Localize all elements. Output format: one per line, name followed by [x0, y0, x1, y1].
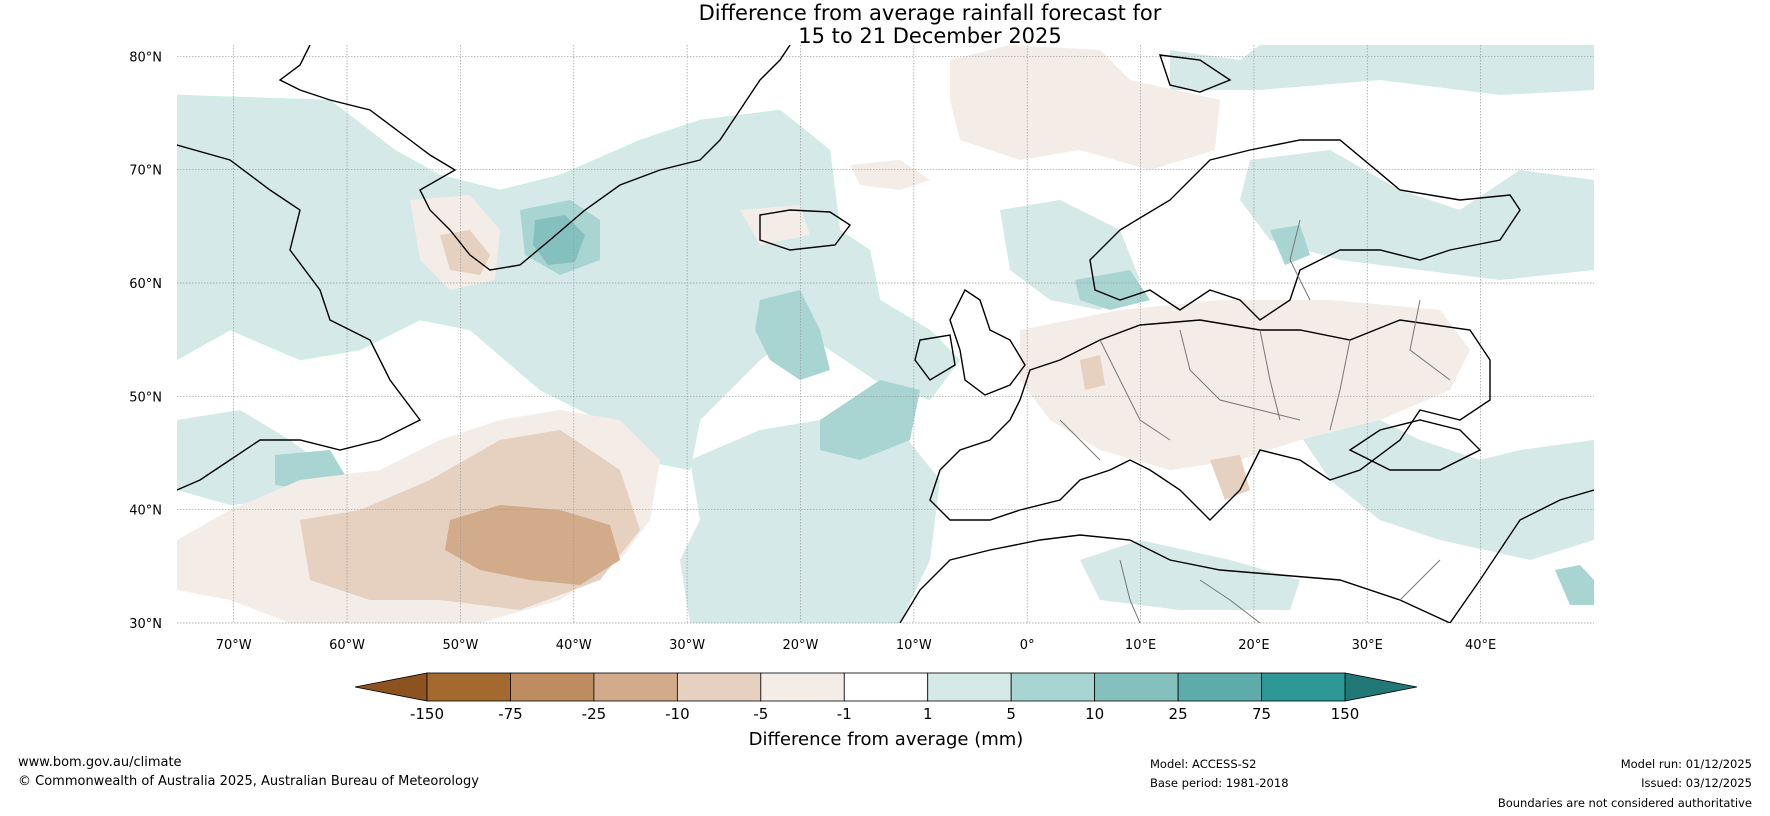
africa-coast [899, 534, 1451, 623]
colorbar-tick-label: 10 [1085, 705, 1104, 723]
colorbar-swatch [760, 672, 845, 702]
copyright-text: © Commonwealth of Australia 2025, Austra… [18, 774, 479, 789]
colorbar: -150 -75 -25 -10 -5 -1 1 5 10 25 75 150 [354, 672, 1418, 723]
colorbar-swatch [843, 672, 929, 702]
colorbar-low-extend [354, 672, 428, 702]
coastlines [177, 45, 1594, 623]
longitude-label: 20°W [783, 638, 819, 653]
longitude-label: 40°E [1465, 638, 1496, 653]
longitude-label: 0° [1020, 638, 1035, 653]
anomaly-region [740, 205, 810, 245]
anomaly-region [850, 160, 930, 190]
colorbar-tick-label: -75 [498, 705, 523, 723]
anomaly-region [755, 290, 830, 380]
anomaly-region [950, 45, 1220, 170]
border-line [1409, 299, 1451, 381]
colorbar-swatch [1177, 672, 1262, 702]
border-line [1199, 579, 1261, 623]
border-line [1119, 559, 1141, 623]
britain-coast [949, 288, 1026, 396]
colorbar-tick-label: 25 [1169, 705, 1188, 723]
country-borders [1059, 219, 1451, 623]
border-line [1289, 219, 1311, 301]
colorbar-tick-label: -5 [753, 705, 768, 723]
iceland-coast [759, 209, 852, 251]
latitude-label: 30°N [129, 617, 162, 632]
border-line [1179, 329, 1301, 421]
colorbar-swatch [426, 672, 511, 702]
anomaly-region [1240, 150, 1594, 280]
latitude-label: 40°N [129, 504, 162, 519]
ireland-coast [914, 334, 956, 381]
greenland-coast [278, 45, 791, 271]
svalbard-coast [1158, 54, 1232, 93]
model-name: Model: ACCESS-S2 [1150, 757, 1257, 771]
colorbar-swatch [676, 672, 762, 702]
colorbar-tick-label: 150 [1331, 705, 1360, 723]
colorbar-tick-label: 75 [1252, 705, 1271, 723]
border-line [1099, 339, 1171, 441]
border-line [1059, 419, 1101, 461]
longitude-label: 30°W [669, 638, 705, 653]
latitude-labels: 80°N 70°N 60°N 50°N 40°N 30°N [129, 50, 162, 632]
anomaly-region [1170, 45, 1594, 95]
colorbar-swatch [927, 672, 1012, 702]
anomaly-region [1020, 300, 1470, 470]
colorbar-tick-label: 5 [1006, 705, 1016, 723]
anomaly-region [1080, 355, 1105, 390]
longitude-label: 70°W [216, 638, 252, 653]
latitude-label: 60°N [129, 277, 162, 292]
latitude-label: 70°N [129, 164, 162, 179]
colorbar-high-extend [1344, 672, 1418, 702]
latitude-label: 80°N [129, 50, 162, 65]
middle-east-coast [1449, 489, 1594, 623]
colorbar-swatch [1094, 672, 1179, 702]
anomaly-region [680, 420, 940, 623]
colorbar-swatch [1261, 672, 1346, 702]
base-period: Base period: 1981-2018 [1150, 776, 1289, 790]
black-sea-coast [1348, 419, 1482, 471]
anomaly-region [1080, 540, 1300, 610]
longitude-label: 20°E [1238, 638, 1269, 653]
border-line [1329, 339, 1351, 431]
graticule [177, 45, 1594, 624]
europe-coast [929, 319, 1491, 521]
anomaly-region [1555, 565, 1594, 605]
scandinavia-coast [1089, 139, 1521, 321]
colorbar-swatch [510, 672, 595, 702]
border-line [1399, 559, 1441, 601]
labrador-coast [177, 144, 422, 491]
longitude-label: 30°E [1352, 638, 1383, 653]
anomaly-region [1270, 225, 1310, 265]
map-panel [177, 45, 1594, 624]
longitude-label: 10°W [896, 638, 932, 653]
colorbar-tick-label: -25 [582, 705, 607, 723]
colorbar-tick-label: 1 [923, 705, 933, 723]
longitude-label: 50°W [442, 638, 478, 653]
model-run-date: Model run: 01/12/2025 [1620, 757, 1752, 771]
title-line-2: 15 to 21 December 2025 [798, 24, 1062, 48]
colorbar-tick-label: -150 [410, 705, 444, 723]
colorbar-tick-label: -10 [665, 705, 690, 723]
anomaly-region [177, 94, 961, 471]
issued-date: Issued: 03/12/2025 [1641, 776, 1752, 790]
website-link[interactable]: www.bom.gov.au/climate [18, 755, 182, 770]
colorbar-tick-label: -1 [837, 705, 852, 723]
anomaly-region [440, 230, 490, 275]
latitude-label: 50°N [129, 390, 162, 405]
title-line-1: Difference from average rainfall forecas… [698, 1, 1162, 25]
longitude-label: 40°W [556, 638, 592, 653]
anomaly-region [533, 215, 585, 265]
longitude-labels: 70°W 60°W 50°W 40°W 30°W 20°W 10°W 0° 10°E 20°E 30… [216, 638, 1497, 653]
anomaly-region [820, 380, 920, 460]
colorbar-swatch [1010, 672, 1096, 702]
border-line [1259, 329, 1281, 421]
boundaries-disclaimer: Boundaries are not considered authoritat… [1497, 796, 1752, 810]
longitude-label: 10°E [1125, 638, 1156, 653]
colorbar-swatch [593, 672, 678, 702]
anomaly-region [445, 505, 620, 585]
longitude-label: 60°W [329, 638, 365, 653]
colorbar-label: Difference from average (mm) [749, 729, 1024, 750]
